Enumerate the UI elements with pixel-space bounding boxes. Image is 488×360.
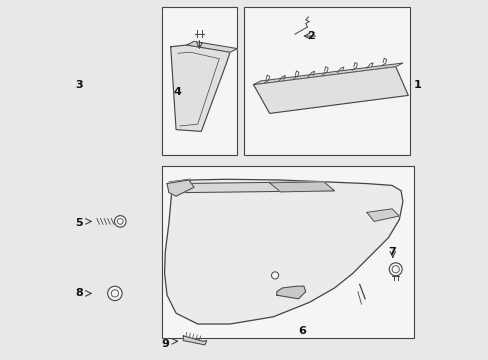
Bar <box>162 7 237 155</box>
Circle shape <box>388 263 401 276</box>
Polygon shape <box>186 41 237 52</box>
Circle shape <box>107 286 122 301</box>
Polygon shape <box>276 286 305 299</box>
Bar <box>244 7 409 155</box>
Text: 9: 9 <box>161 339 169 349</box>
Text: 6: 6 <box>298 326 305 336</box>
Polygon shape <box>253 63 402 85</box>
Circle shape <box>114 216 126 227</box>
Text: 3: 3 <box>75 80 82 90</box>
Polygon shape <box>366 209 399 221</box>
Circle shape <box>271 272 278 279</box>
Bar <box>162 166 413 338</box>
Polygon shape <box>253 67 407 113</box>
Text: 2: 2 <box>306 31 314 41</box>
Text: 1: 1 <box>412 80 420 90</box>
Polygon shape <box>269 182 334 192</box>
Text: 5: 5 <box>75 218 82 228</box>
Polygon shape <box>170 45 230 131</box>
Polygon shape <box>172 182 334 193</box>
Text: 4: 4 <box>174 87 182 97</box>
Text: 8: 8 <box>75 288 82 298</box>
Polygon shape <box>164 179 402 324</box>
Polygon shape <box>183 336 206 345</box>
Polygon shape <box>167 180 194 196</box>
Text: 7: 7 <box>387 247 395 257</box>
